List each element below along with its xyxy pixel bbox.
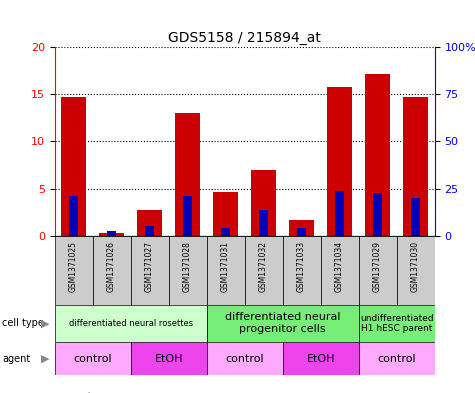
Text: GSM1371034: GSM1371034 (335, 241, 344, 292)
Bar (207, 305, 359, 342)
Bar (175, 113, 200, 236)
Bar (93, 236, 131, 305)
Bar (327, 87, 352, 236)
Bar (207, 342, 283, 375)
Bar (169, 236, 207, 305)
Text: EtOH: EtOH (154, 354, 183, 364)
Text: differentiated neural rosettes: differentiated neural rosettes (68, 319, 193, 328)
Bar (289, 220, 314, 236)
Bar (131, 342, 207, 375)
Bar (359, 236, 397, 305)
Text: ■: ■ (55, 392, 64, 393)
Bar (259, 210, 268, 236)
Bar (55, 342, 131, 375)
Bar (297, 228, 306, 236)
Text: GSM1371033: GSM1371033 (297, 241, 306, 292)
Bar (213, 193, 238, 236)
Bar (321, 236, 359, 305)
Text: count: count (64, 392, 92, 393)
Bar (283, 342, 359, 375)
Bar (373, 193, 382, 236)
Bar (61, 97, 86, 236)
Text: differentiated neural
progenitor cells: differentiated neural progenitor cells (225, 312, 341, 334)
Text: GSM1371032: GSM1371032 (259, 241, 268, 292)
Text: GSM1371029: GSM1371029 (373, 241, 382, 292)
Bar (145, 226, 154, 236)
Text: GSM1371026: GSM1371026 (107, 241, 116, 292)
Bar (397, 236, 435, 305)
Bar (137, 210, 162, 236)
Text: GSM1371031: GSM1371031 (221, 241, 230, 292)
Bar (411, 198, 420, 236)
Bar (55, 236, 93, 305)
Bar (207, 236, 245, 305)
Text: GSM1371028: GSM1371028 (183, 241, 192, 292)
Bar (245, 236, 283, 305)
Bar (69, 196, 78, 236)
Bar (183, 196, 192, 236)
Bar (99, 233, 124, 236)
Bar (107, 231, 116, 236)
Bar (359, 305, 435, 342)
Text: cell type: cell type (2, 318, 44, 328)
Text: control: control (73, 354, 112, 364)
Text: undifferentiated
H1 hESC parent: undifferentiated H1 hESC parent (360, 314, 433, 333)
Text: agent: agent (2, 354, 30, 364)
Text: GSM1371027: GSM1371027 (145, 241, 154, 292)
Text: ▶: ▶ (41, 354, 49, 364)
Text: EtOH: EtOH (306, 354, 335, 364)
Bar (365, 73, 390, 236)
Bar (221, 228, 230, 236)
Bar (403, 97, 428, 236)
Title: GDS5158 / 215894_at: GDS5158 / 215894_at (168, 31, 321, 45)
Text: ▶: ▶ (41, 318, 49, 328)
Bar (359, 342, 435, 375)
Bar (251, 170, 276, 236)
Text: GSM1371030: GSM1371030 (411, 241, 420, 292)
Bar (131, 236, 169, 305)
Bar (55, 305, 207, 342)
Text: control: control (377, 354, 416, 364)
Bar (283, 236, 321, 305)
Bar (335, 191, 344, 236)
Text: GSM1371025: GSM1371025 (69, 241, 78, 292)
Text: control: control (225, 354, 264, 364)
